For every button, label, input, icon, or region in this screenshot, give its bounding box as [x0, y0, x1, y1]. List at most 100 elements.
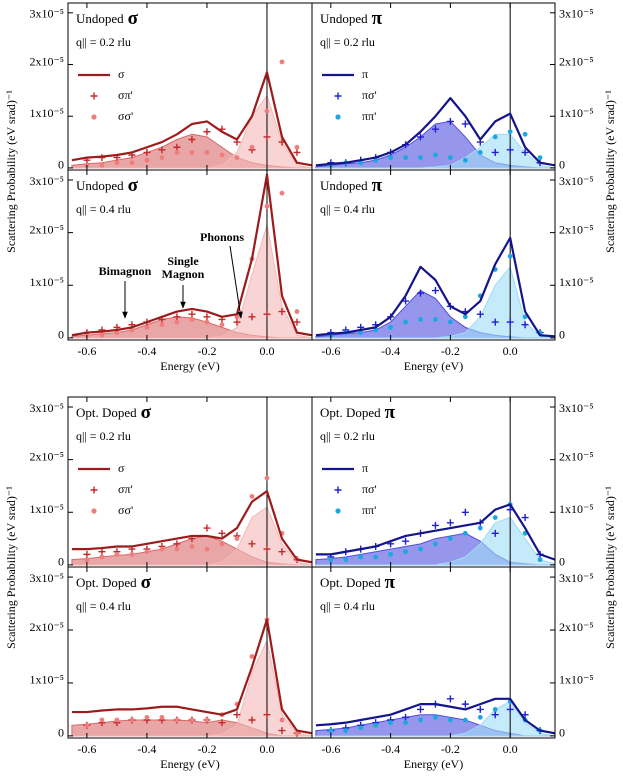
cross-point — [293, 318, 301, 326]
cross-point — [506, 146, 514, 154]
y-tick-label: 0 — [559, 726, 565, 740]
x-tick-label: -0.2 — [441, 742, 460, 756]
component-area — [71, 506, 312, 566]
panel-subtitle: q|| = 0.4 rlu — [320, 599, 375, 613]
legend-label: σπ' — [118, 88, 133, 102]
dot-point — [219, 541, 225, 547]
legend-cross — [334, 486, 342, 494]
y-tick-label: 0 — [58, 726, 64, 740]
panel-title: Undoped σ — [76, 175, 139, 196]
dot-point — [447, 717, 453, 723]
cross-point — [506, 705, 514, 713]
y-tick-label: 3x10⁻⁵ — [559, 174, 594, 188]
dot-point — [358, 554, 364, 560]
panel-subtitle: q|| = 0.2 rlu — [320, 429, 375, 443]
x-tick-label: 0.0 — [503, 742, 518, 756]
cross-point — [173, 540, 181, 548]
dot-point — [477, 714, 483, 720]
dot-point — [264, 203, 270, 209]
legend-label: σσ' — [118, 109, 133, 123]
y-tick-label: 1x10⁻⁵ — [559, 502, 594, 516]
dot-point — [204, 150, 210, 155]
dot-point — [219, 322, 225, 328]
cross-point — [446, 519, 454, 527]
cross-point — [521, 514, 529, 522]
panel-subtitle: q|| = 0.4 rlu — [76, 202, 131, 216]
dot-point — [477, 525, 483, 531]
dot-point — [447, 319, 453, 325]
dot-point — [418, 717, 423, 723]
legend-label: πσ' — [362, 88, 377, 102]
dot-point — [447, 155, 453, 160]
dot-point — [462, 717, 468, 723]
total-line — [315, 97, 555, 167]
dot-point — [174, 150, 180, 155]
dot-point — [189, 717, 195, 723]
dot-point — [99, 162, 105, 168]
x-tick-label: 0.0 — [259, 742, 274, 756]
title-symbol: π — [372, 175, 383, 196]
dot-point — [343, 728, 349, 733]
y-axis-label: Scattering Probability (eV srad)⁻¹ — [4, 486, 18, 649]
dot-point — [174, 319, 180, 325]
dot-point — [159, 546, 165, 552]
panel — [71, 567, 312, 738]
dot-point — [507, 253, 513, 259]
dot-point — [129, 327, 135, 333]
panel — [315, 170, 555, 340]
panel-subtitle: q|| = 0.4 rlu — [320, 202, 375, 216]
total-line — [71, 618, 312, 735]
y-tick-label: 3x10⁻⁵ — [29, 7, 64, 21]
title-text: Opt. Doped — [76, 405, 137, 420]
x-tick-label: -0.2 — [441, 344, 460, 358]
legend-dot — [91, 114, 97, 120]
legend-label: σ — [118, 461, 125, 475]
cross-point — [416, 705, 424, 713]
cross-point — [491, 148, 499, 156]
cross-point — [83, 550, 91, 558]
dot-point — [418, 317, 423, 322]
dot-point — [249, 654, 255, 659]
y-tick-label: 2x10⁻⁵ — [29, 54, 64, 68]
dot-point — [249, 494, 255, 499]
dot-point — [129, 551, 135, 557]
cross-point — [402, 713, 410, 721]
cross-point — [248, 540, 256, 548]
cross-point — [521, 148, 529, 156]
cross-point — [203, 128, 211, 136]
dot-point — [189, 317, 195, 322]
legend-label: σπ' — [118, 482, 133, 496]
x-tick-label: -0.4 — [137, 742, 156, 756]
legend-label: π — [362, 461, 368, 475]
panel — [315, 3, 555, 170]
cross-point — [203, 524, 211, 532]
y-tick-label: 0 — [559, 328, 565, 342]
y-tick-label: 1x10⁻⁵ — [29, 106, 64, 120]
dot-point — [279, 190, 285, 196]
legend-label: π — [362, 67, 368, 81]
legend-dot — [91, 508, 97, 514]
dot-point — [358, 160, 364, 166]
dot-point — [403, 319, 408, 325]
annotation-arrow — [229, 245, 243, 319]
title-symbol: σ — [128, 175, 139, 196]
y-tick-label: 3x10⁻⁵ — [29, 571, 64, 585]
y-tick-label: 2x10⁻⁵ — [29, 449, 64, 463]
dot-point — [264, 475, 270, 481]
annotation-text: Bimagnon — [99, 264, 152, 278]
dot-point — [159, 322, 165, 328]
annotation-text: Phonons — [200, 230, 244, 244]
legend-label: πσ' — [362, 482, 377, 496]
annotation-text: Magnon — [162, 267, 205, 281]
dot-point — [99, 717, 105, 723]
dot-point — [418, 155, 423, 160]
total-line — [315, 503, 555, 561]
cross-point — [218, 529, 226, 537]
cross-point — [263, 545, 271, 553]
dot-point — [537, 557, 543, 563]
legend-label: ππ' — [362, 109, 376, 123]
dot-point — [358, 725, 364, 731]
dot-point — [403, 155, 408, 160]
dot-point — [492, 707, 498, 712]
